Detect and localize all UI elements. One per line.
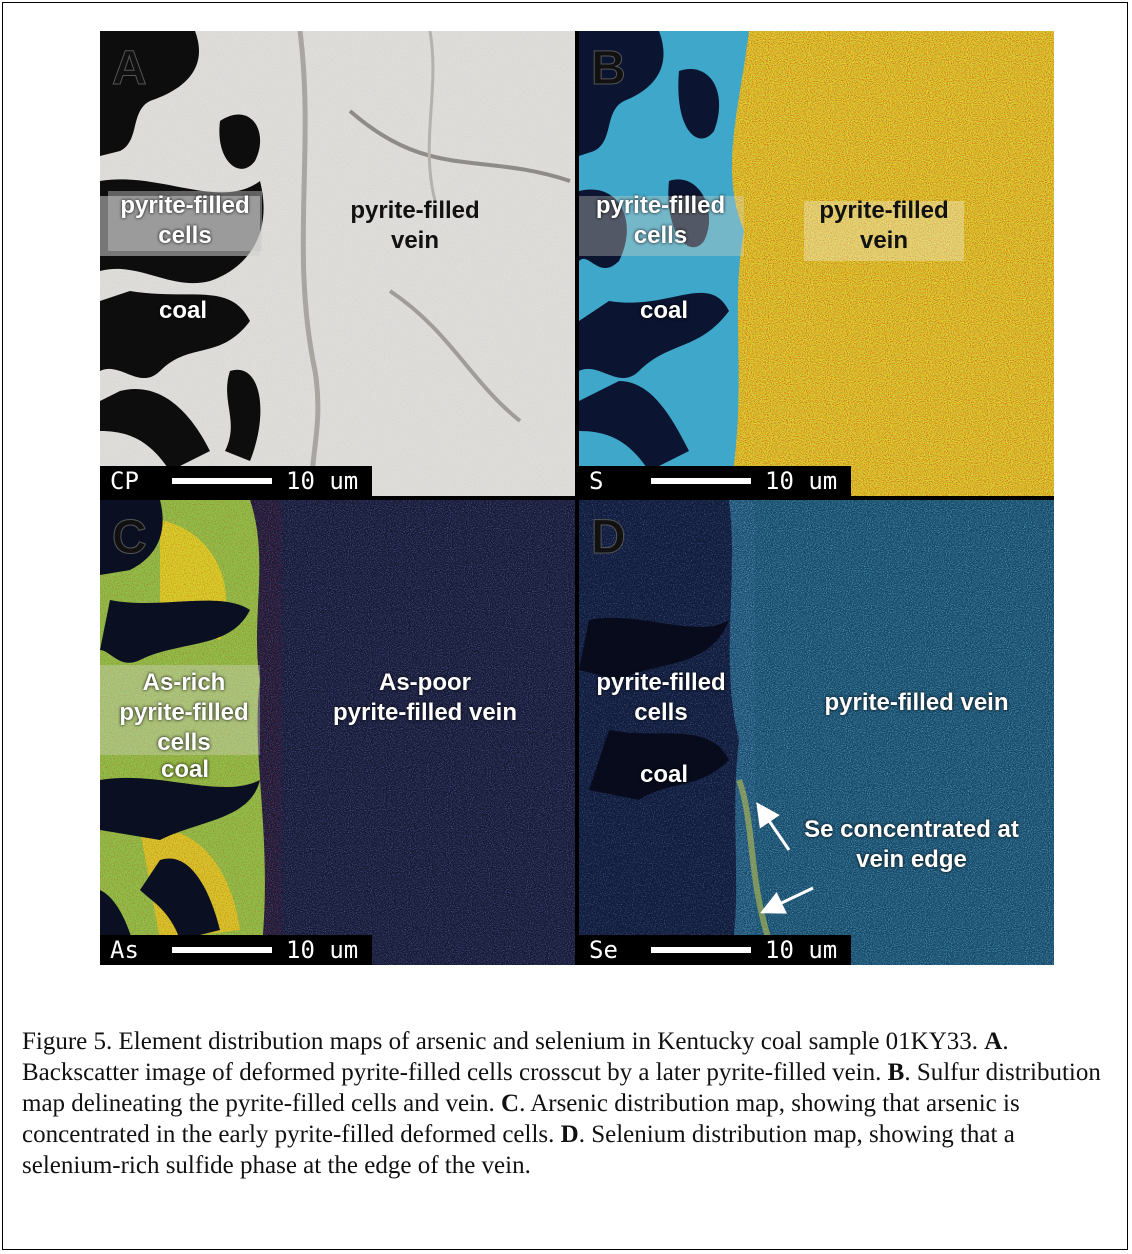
caption-key-a: A <box>984 1028 1003 1055</box>
panel-c-scale-text: 10 um <box>286 936 359 964</box>
panel-d-scale-bar <box>651 947 751 953</box>
panel-b-sulfur-map: B pyrite-filled cells pyrite-filled vein… <box>579 31 1054 496</box>
panel-a-scale-bar <box>172 478 272 484</box>
panel-d-scale-text: 10 um <box>765 936 838 964</box>
panel-d-scalebar: Se 10 um <box>579 935 852 965</box>
panel-d-image <box>579 500 1054 965</box>
panel-d-vein-label: pyrite-filled vein <box>824 689 1009 716</box>
panel-d-cells-label: pyrite-filled cells <box>596 669 726 726</box>
panel-b-vein-label: pyrite-filled vein <box>819 197 949 254</box>
panel-c-scalebar: As 10 um <box>100 935 373 965</box>
panel-d-coal-label: coal <box>639 761 689 788</box>
panel-a-coal-label: coal <box>158 297 208 324</box>
panel-d-selenium-map: D pyrite-filled cells pyrite-filled vein… <box>579 500 1054 965</box>
panel-b-cells-label: pyrite-filled cells <box>595 192 726 249</box>
panel-c-scale-element: As <box>110 936 139 964</box>
caption-lead: Figure 5. Element distribution maps of a… <box>22 1028 985 1055</box>
panel-b-scalebar: S 10 um <box>579 466 852 496</box>
panel-b-letter: B <box>591 42 627 96</box>
caption-key-d: D <box>560 1121 579 1148</box>
panel-b-scale-element: S <box>589 467 604 495</box>
panel-a-backscatter: A pyrite-filled cells pyrite-filled vein… <box>100 31 575 496</box>
panel-c-arsenic-map: C As-rich pyrite-filled cells As-poor py… <box>100 500 575 965</box>
panel-a-scalebar: CP 10 um <box>100 466 373 496</box>
panel-c-cells-label: As-rich pyrite-filled cells <box>119 669 249 756</box>
panel-b-image <box>579 31 1054 496</box>
panel-d-se-annotation: Se concentrated at vein edge <box>804 816 1019 873</box>
panel-b-scale-bar <box>651 478 751 484</box>
panel-b-scale-text: 10 um <box>765 467 838 495</box>
element-map-figure: A pyrite-filled cells pyrite-filled vein… <box>100 31 1054 965</box>
panel-d-arrows <box>756 802 814 914</box>
caption-key-b: B <box>887 1059 905 1086</box>
caption-text-c: . Arsenic distribution map, showing that… <box>22 1090 1020 1148</box>
panel-d-letter: D <box>591 511 627 565</box>
panel-d-arrow-lower <box>760 886 814 914</box>
panel-c-vein-label: As-poor pyrite-filled vein <box>332 669 518 726</box>
panel-c-letter: C <box>112 511 148 565</box>
panel-a-scale-text: 10 um <box>286 467 359 495</box>
panel-a-image <box>100 31 575 496</box>
caption-text-a: . Backscatter image of deformed pyrite-f… <box>22 1028 1009 1086</box>
panel-c-scale-bar <box>172 947 272 953</box>
panel-c-image <box>100 500 575 965</box>
panel-d-scale-element: Se <box>589 936 618 964</box>
panel-d-arrow-upper <box>756 802 791 851</box>
panel-b-coal-label: coal <box>639 297 689 324</box>
panel-c-coal-label: coal <box>160 756 210 783</box>
caption-text-d: . Selenium distribution map, showing tha… <box>22 1121 1015 1179</box>
panel-a-vein-label: pyrite-filled vein <box>350 197 480 254</box>
panel-a-letter: A <box>112 42 148 96</box>
panel-a-cells-label: pyrite-filled cells <box>108 191 262 251</box>
caption-key-c: C <box>501 1090 520 1117</box>
figure-caption: Figure 5. Element distribution maps of a… <box>22 1026 1112 1181</box>
panel-a-scale-element: CP <box>110 467 139 495</box>
caption-text-b: . Sulfur distribution map delineating th… <box>22 1059 1101 1117</box>
